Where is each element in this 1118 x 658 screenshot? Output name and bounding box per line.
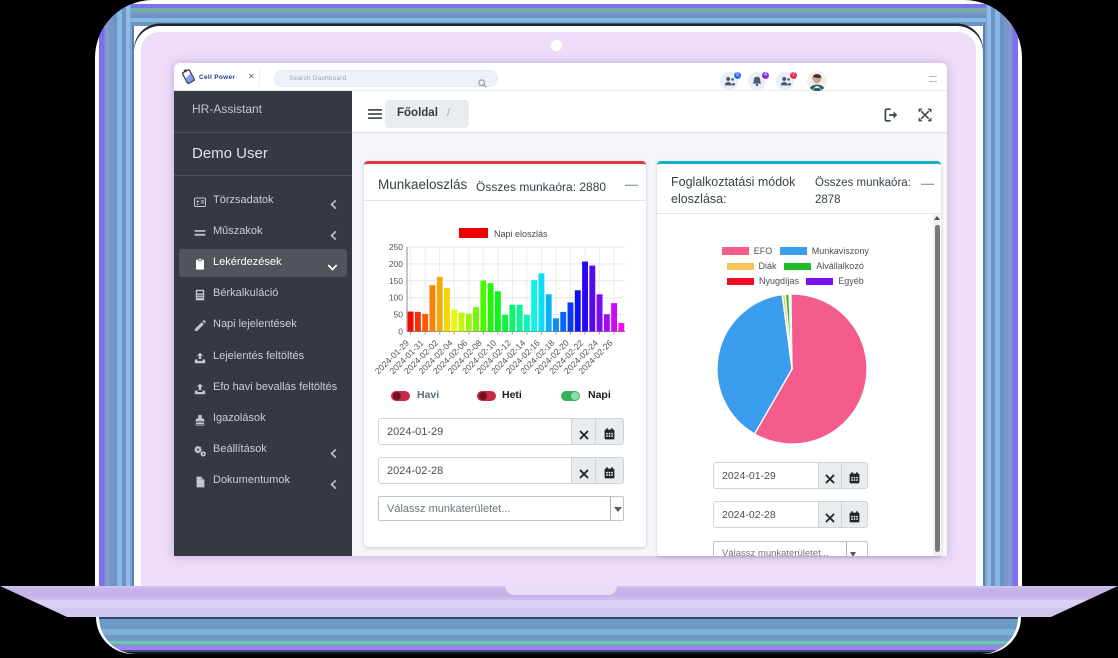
svg-text:0: 0 — [398, 327, 403, 337]
svg-text:150: 150 — [389, 276, 403, 286]
svg-text:Napi eloszlás: Napi eloszlás — [494, 229, 548, 239]
svg-text:100: 100 — [389, 293, 403, 303]
svg-text:50: 50 — [394, 310, 404, 320]
svg-text:200: 200 — [389, 259, 403, 269]
svg-text:250: 250 — [389, 242, 403, 252]
